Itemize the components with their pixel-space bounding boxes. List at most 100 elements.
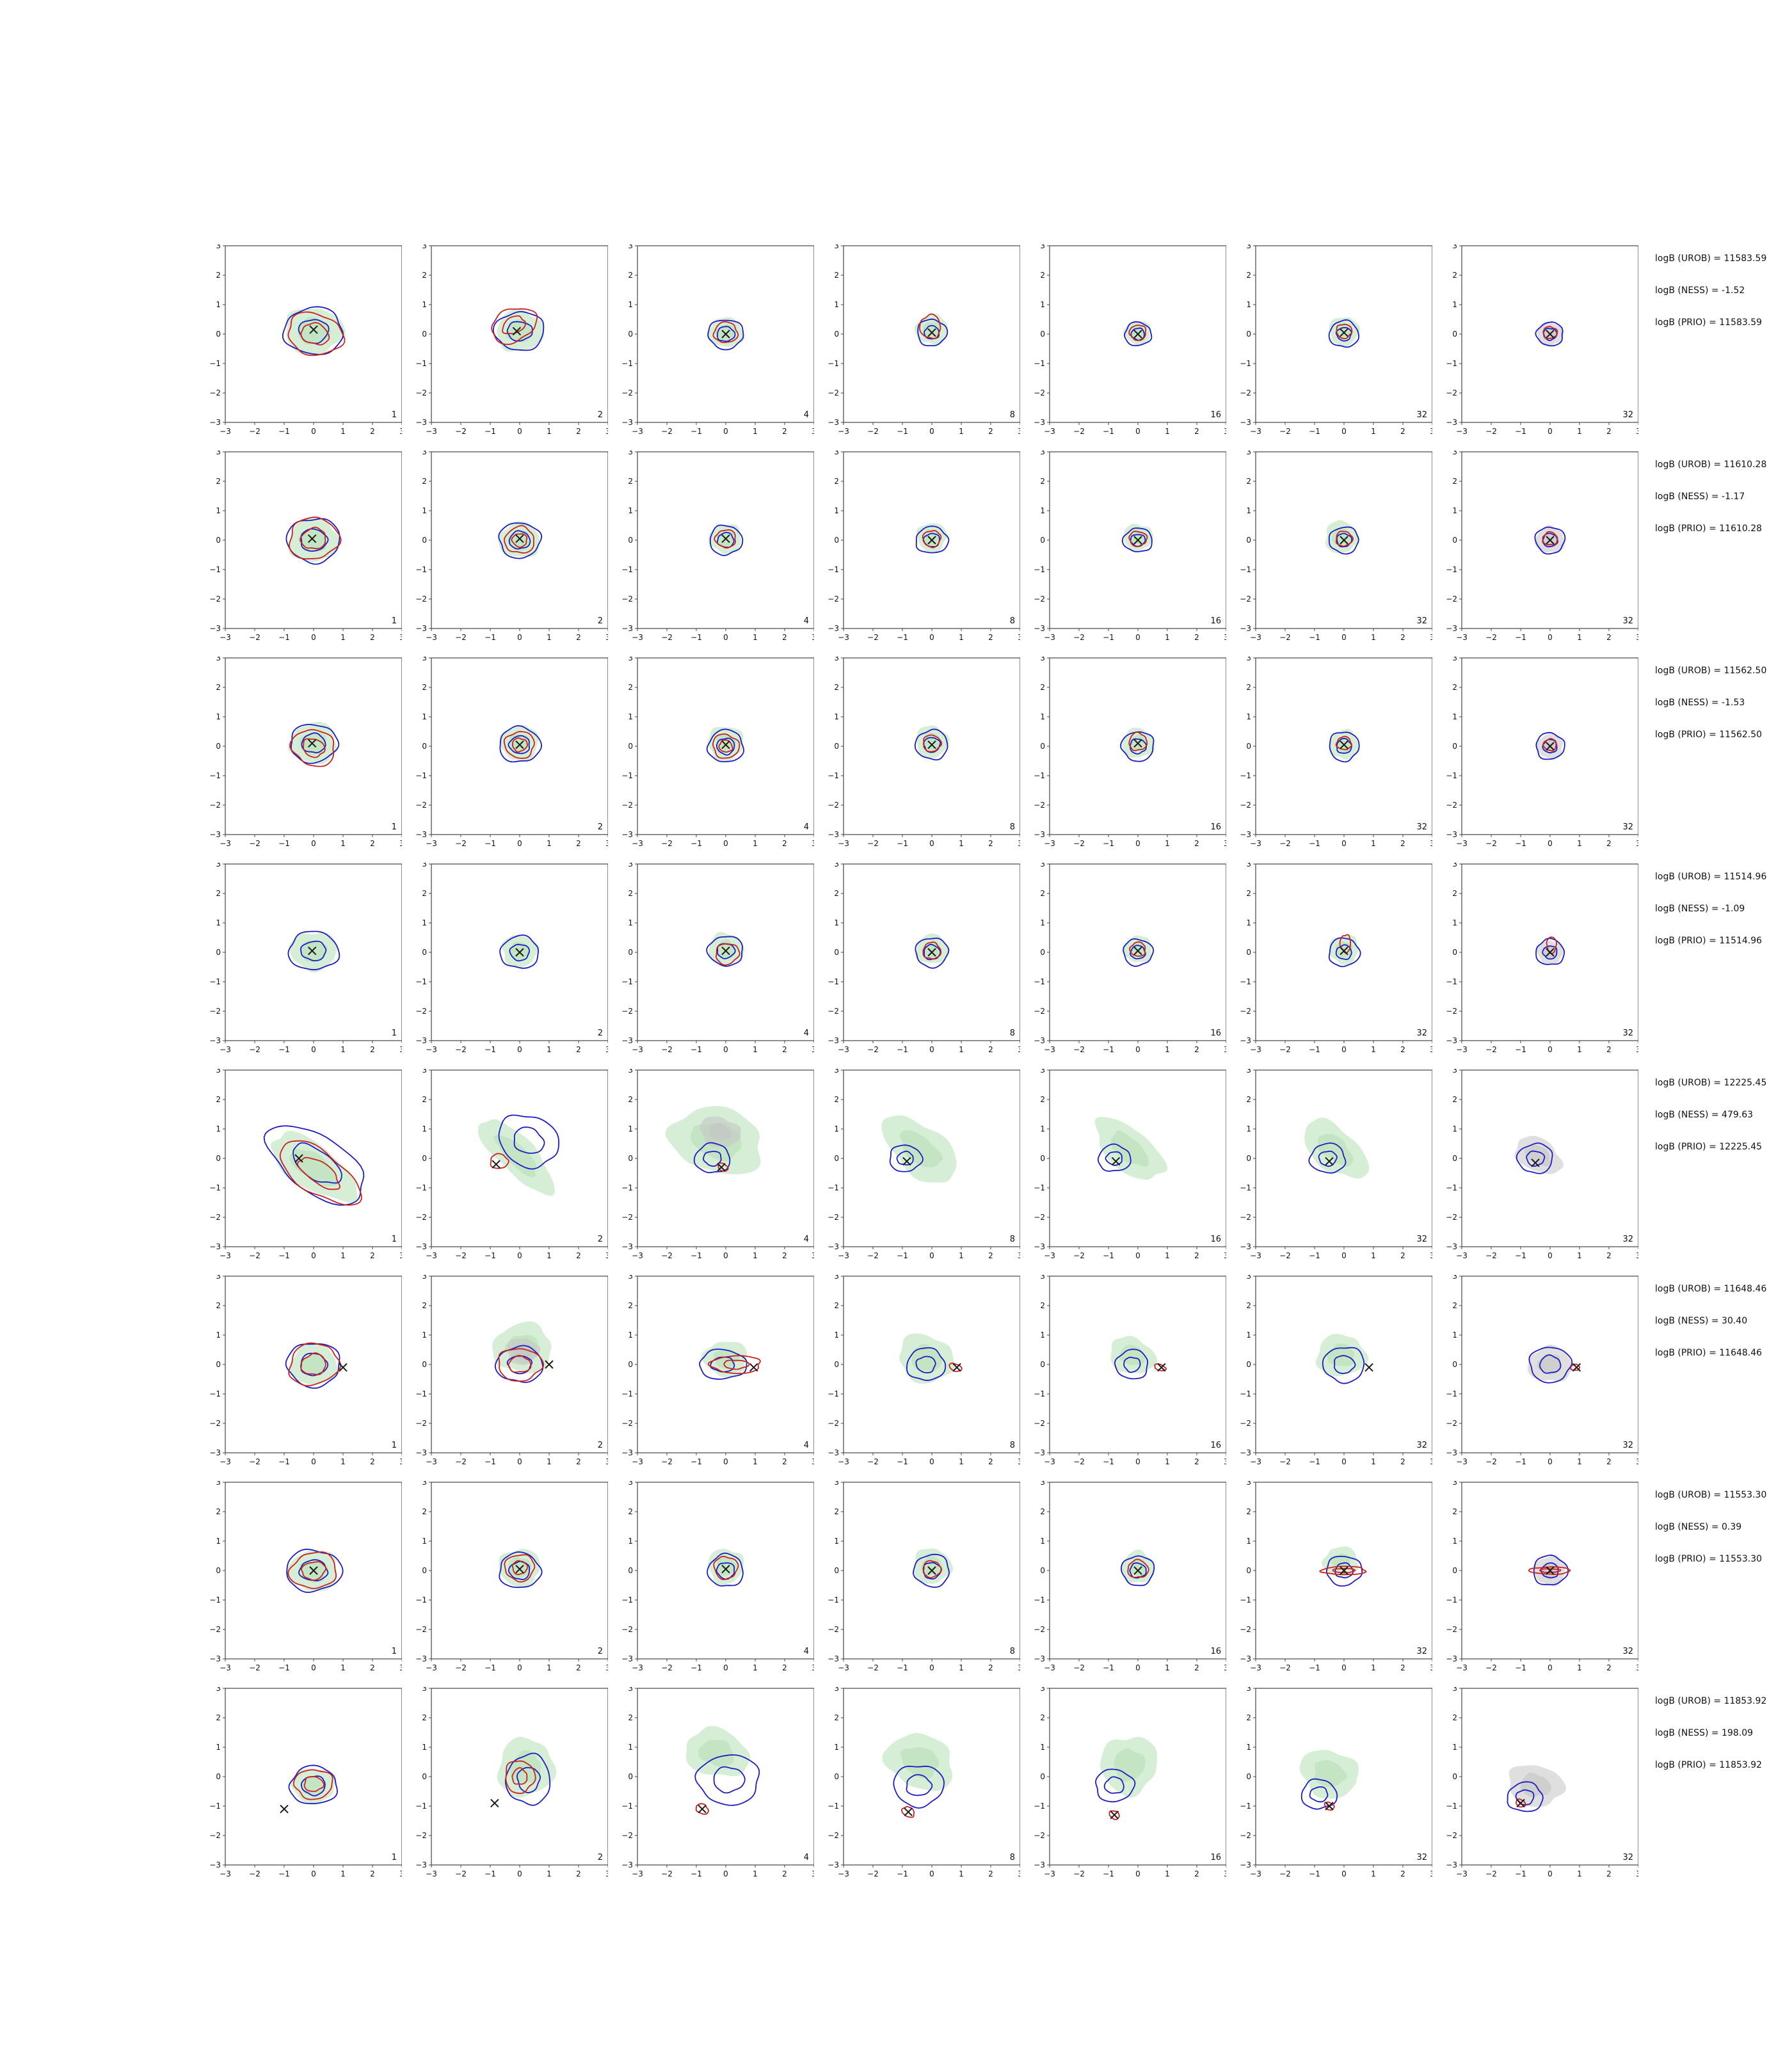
truth-cross-marker bbox=[1546, 948, 1555, 957]
x-tick-label: −1 bbox=[691, 633, 702, 642]
x-tick-label: −3 bbox=[220, 633, 231, 642]
y-tick-label: −1 bbox=[1034, 771, 1045, 780]
x-tick-label: 3 bbox=[1430, 1045, 1432, 1054]
blue-contour-inner bbox=[1309, 1786, 1329, 1803]
x-tick-label: −3 bbox=[1250, 633, 1261, 642]
subplot-row7-col7: −3−3−2−2−1−10011223332 bbox=[1446, 1481, 1638, 1672]
y-tick-label: −2 bbox=[828, 1625, 839, 1634]
x-tick-label: −2 bbox=[867, 1251, 879, 1260]
red-contour-outer bbox=[1128, 324, 1147, 341]
x-tick-label: 0 bbox=[517, 1869, 522, 1878]
y-tick-label: 3 bbox=[422, 451, 427, 456]
truth-cross-marker bbox=[1546, 742, 1555, 751]
truth-cross-marker bbox=[1340, 946, 1348, 956]
x-tick-label: 1 bbox=[753, 1251, 758, 1260]
subplot-row4-col1: −3−3−2−2−1−1001122331 bbox=[209, 863, 402, 1054]
x-tick-label: 2 bbox=[988, 1869, 993, 1878]
subplot-row2-col4: −3−3−2−2−1−1001122338 bbox=[828, 451, 1020, 642]
y-tick-label: 0 bbox=[1246, 948, 1251, 957]
y-tick-label: −1 bbox=[1240, 359, 1251, 368]
y-tick-label: −3 bbox=[415, 1242, 427, 1251]
x-tick-label: −1 bbox=[278, 633, 290, 642]
x-tick-label: 2 bbox=[1194, 427, 1199, 436]
blue-contour-inner bbox=[1335, 944, 1352, 961]
x-tick-label: 3 bbox=[812, 633, 814, 642]
x-tick-label: 2 bbox=[988, 1045, 993, 1054]
blue-contour-outer bbox=[285, 1343, 340, 1389]
truth-cross-marker bbox=[1364, 1363, 1373, 1372]
x-tick-label: −2 bbox=[1073, 633, 1085, 642]
y-tick-label: 2 bbox=[216, 683, 221, 692]
x-tick-label: −3 bbox=[838, 1663, 849, 1672]
y-tick-label: 0 bbox=[834, 948, 839, 957]
green-density-fill-inner bbox=[1110, 1130, 1149, 1167]
blue-contour-inner bbox=[1334, 1562, 1354, 1579]
x-tick-label: 2 bbox=[1400, 839, 1405, 848]
x-tick-label: −1 bbox=[278, 839, 290, 848]
truth-cross-marker bbox=[512, 326, 522, 336]
y-tick-label: 0 bbox=[1040, 1154, 1045, 1163]
blue-contour-inner bbox=[508, 530, 531, 550]
y-tick-label: 2 bbox=[422, 477, 427, 486]
y-tick-label: 0 bbox=[216, 1772, 221, 1781]
y-tick-label: −2 bbox=[1446, 595, 1457, 604]
red-contour-outer bbox=[713, 1555, 739, 1581]
x-tick-label: −3 bbox=[220, 1869, 231, 1878]
blue-contour-outer bbox=[498, 522, 543, 559]
y-tick-label: 3 bbox=[1040, 1481, 1045, 1487]
y-tick-label: −1 bbox=[415, 977, 427, 986]
y-tick-label: 0 bbox=[1040, 1772, 1045, 1781]
x-tick-label: −2 bbox=[1279, 1869, 1291, 1878]
red-contour-inner bbox=[511, 737, 528, 753]
x-tick-label: 0 bbox=[517, 1663, 522, 1672]
x-tick-label: 3 bbox=[605, 1251, 608, 1260]
sample-count-label: 1 bbox=[392, 1647, 397, 1656]
x-tick-label: 2 bbox=[576, 1251, 581, 1260]
y-tick-label: 0 bbox=[1452, 330, 1457, 339]
y-tick-label: 2 bbox=[1246, 477, 1251, 486]
x-tick-label: 3 bbox=[1430, 1869, 1432, 1878]
y-tick-label: −2 bbox=[1034, 1419, 1045, 1428]
y-tick-label: 2 bbox=[1040, 1507, 1045, 1516]
y-tick-label: 3 bbox=[834, 244, 839, 250]
y-tick-label: 0 bbox=[1452, 1360, 1457, 1369]
x-tick-label: −1 bbox=[691, 1457, 702, 1466]
x-tick-label: 2 bbox=[576, 1869, 581, 1878]
x-tick-label: 2 bbox=[988, 1251, 993, 1260]
blue-contour-inner bbox=[513, 1126, 545, 1154]
truth-cross-marker bbox=[309, 325, 318, 334]
y-tick-label: 2 bbox=[834, 1301, 839, 1310]
y-tick-label: −1 bbox=[1446, 1183, 1457, 1192]
x-tick-label: 3 bbox=[1224, 427, 1226, 436]
y-tick-label: 2 bbox=[1246, 1301, 1251, 1310]
blue-contour-outer bbox=[893, 1765, 945, 1809]
truth-cross-marker bbox=[515, 740, 524, 749]
x-tick-label: −2 bbox=[661, 633, 673, 642]
y-tick-label: 3 bbox=[1452, 244, 1457, 250]
x-tick-label: 0 bbox=[929, 427, 934, 436]
y-tick-label: 3 bbox=[1246, 451, 1251, 456]
blue-contour-outer bbox=[498, 1114, 559, 1170]
y-tick-label: −1 bbox=[1034, 565, 1045, 574]
y-tick-label: 3 bbox=[1246, 657, 1251, 662]
subplot-row3-col3: −3−3−2−2−1−1001122334 bbox=[621, 657, 814, 848]
y-tick-label: −3 bbox=[828, 624, 839, 633]
y-tick-label: −3 bbox=[1240, 1860, 1251, 1869]
sample-count-label: 16 bbox=[1210, 1235, 1221, 1244]
y-tick-label: 0 bbox=[1040, 330, 1045, 339]
y-tick-label: 2 bbox=[834, 683, 839, 692]
y-tick-label: −2 bbox=[621, 1625, 633, 1634]
x-tick-label: −3 bbox=[838, 633, 849, 642]
y-tick-label: −1 bbox=[621, 1183, 633, 1192]
blue-contour-outer bbox=[1119, 731, 1155, 762]
x-tick-label: 0 bbox=[1341, 1663, 1347, 1672]
x-tick-label: 0 bbox=[1135, 1869, 1140, 1878]
x-tick-label: 1 bbox=[1165, 1663, 1170, 1672]
x-tick-label: 0 bbox=[1135, 1663, 1140, 1672]
x-tick-label: −1 bbox=[1103, 839, 1114, 848]
y-tick-label: −2 bbox=[828, 388, 839, 397]
blue-contour-outer bbox=[1121, 527, 1153, 552]
y-tick-label: 0 bbox=[1246, 1772, 1251, 1781]
x-tick-label: −2 bbox=[661, 1663, 673, 1672]
y-tick-label: −1 bbox=[1034, 977, 1045, 986]
